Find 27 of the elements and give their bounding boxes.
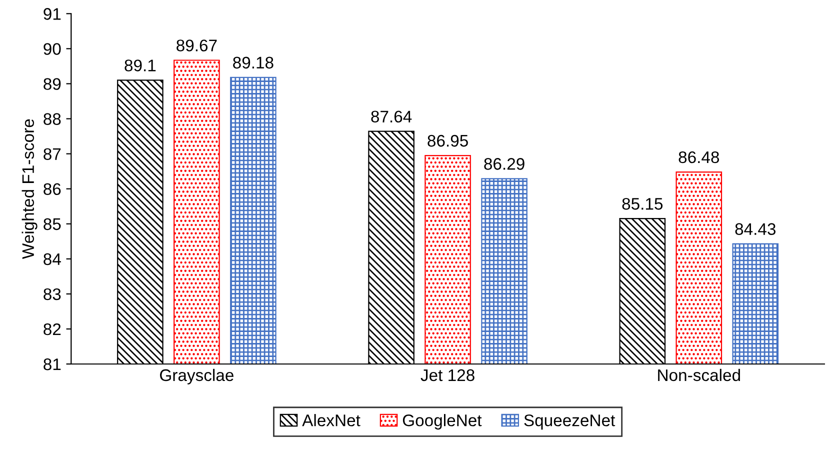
x-tick-label: Graysclae <box>160 368 234 384</box>
legend-label: SqueezeNet <box>524 414 616 430</box>
y-tick-label: 91 <box>44 8 61 20</box>
data-label: 86.95 <box>428 134 468 147</box>
legend-label: GoogleNet <box>402 414 482 430</box>
y-tick-label: 87 <box>44 148 61 160</box>
y-axis-title: Weighted F1-score <box>22 119 38 259</box>
data-label: 89.1 <box>124 60 156 72</box>
y-tick-label: 81 <box>44 358 61 370</box>
legend-label: AlexNet <box>302 414 360 426</box>
data-label: 84.43 <box>735 223 776 235</box>
data-label: 86.29 <box>484 158 524 170</box>
y-tick-label: 83 <box>44 288 61 300</box>
data-label: 89.67 <box>176 40 217 52</box>
data-label: 85.15 <box>622 198 663 210</box>
y-tick-label: 84 <box>44 253 61 266</box>
x-tick-label: Non-scaled <box>658 368 740 382</box>
data-label: 89.18 <box>233 56 274 69</box>
y-tick-label: 86 <box>44 183 61 196</box>
y-tick-label: 85 <box>44 218 61 230</box>
y-tick-label: 90 <box>44 43 61 55</box>
y-tick-label: 88 <box>44 113 61 125</box>
y-tick-label: 82 <box>44 323 61 336</box>
x-tick-label: Jet 128 <box>420 369 474 382</box>
data-label: 87.64 <box>371 110 412 123</box>
data-label: 86.48 <box>678 151 720 164</box>
y-tick-label: 89 <box>44 78 61 90</box>
